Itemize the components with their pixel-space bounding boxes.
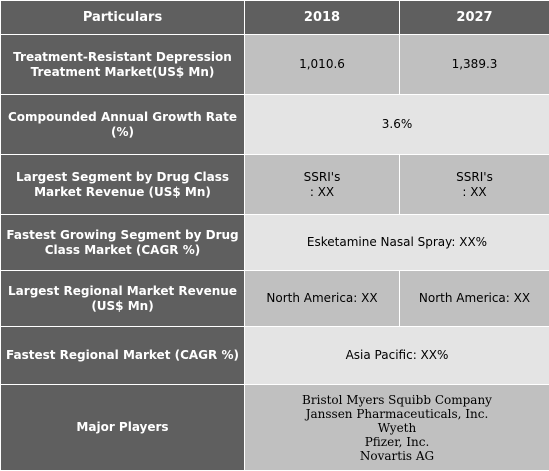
cagr-label: Compounded Annual Growth Rate (%) — [1, 95, 245, 155]
player-item: Pfizer, Inc. — [249, 435, 545, 449]
market-2027-value: 1,389.3 — [400, 35, 549, 95]
market-2018-value: 1,010.6 — [245, 35, 400, 95]
header-2027: 2027 — [400, 1, 549, 35]
largest-segment-label: Largest Segment by Drug Class Market Rev… — [1, 155, 245, 215]
player-item: Janssen Pharmaceuticals, Inc. — [249, 407, 545, 421]
header-row: Particulars 2018 2027 — [1, 1, 549, 35]
players-list: Bristol Myers Squibb Company Janssen Pha… — [245, 385, 549, 471]
cagr-row: Compounded Annual Growth Rate (%) 3.6% — [1, 95, 549, 155]
player-item: Novartis AG — [249, 449, 545, 463]
players-row: Major Players Bristol Myers Squibb Compa… — [1, 385, 549, 471]
largest-region-2018-value: North America: XX — [245, 271, 400, 327]
fastest-region-row: Fastest Regional Market (CAGR %) Asia Pa… — [1, 327, 549, 385]
largest-segment-row: Largest Segment by Drug Class Market Rev… — [1, 155, 549, 215]
largest-segment-2027-value: SSRI's : XX — [400, 155, 549, 215]
fastest-region-label: Fastest Regional Market (CAGR %) — [1, 327, 245, 385]
cagr-value: 3.6% — [245, 95, 549, 155]
largest-segment-2027-line1: SSRI's — [404, 170, 545, 185]
player-item: Bristol Myers Squibb Company — [249, 393, 545, 407]
header-2018: 2018 — [245, 1, 400, 35]
fastest-segment-label: Fastest Growing Segment by Drug Class Ma… — [1, 215, 245, 271]
header-particulars: Particulars — [1, 1, 245, 35]
largest-region-label: Largest Regional Market Revenue (US$ Mn) — [1, 271, 245, 327]
largest-segment-2018-line2: : XX — [249, 185, 395, 200]
fastest-segment-value: Esketamine Nasal Spray: XX% — [245, 215, 549, 271]
fastest-segment-row: Fastest Growing Segment by Drug Class Ma… — [1, 215, 549, 271]
largest-segment-2018-line1: SSRI's — [249, 170, 395, 185]
market-label: Treatment-Resistant Depression Treatment… — [1, 35, 245, 95]
fastest-region-value: Asia Pacific: XX% — [245, 327, 549, 385]
player-item: Wyeth — [249, 421, 545, 435]
market-row: Treatment-Resistant Depression Treatment… — [1, 35, 549, 95]
largest-segment-2018-value: SSRI's : XX — [245, 155, 400, 215]
players-label: Major Players — [1, 385, 245, 471]
largest-segment-2027-line2: : XX — [404, 185, 545, 200]
largest-region-row: Largest Regional Market Revenue (US$ Mn)… — [1, 271, 549, 327]
largest-region-2027-value: North America: XX — [400, 271, 549, 327]
